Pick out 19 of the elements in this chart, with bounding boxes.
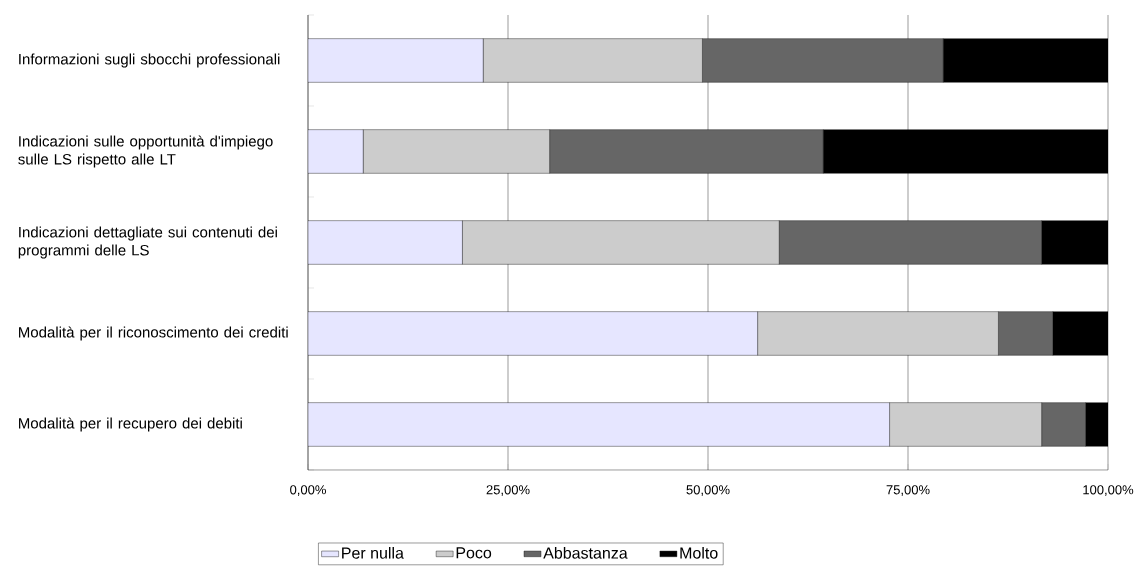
y-tick-label: Modalità per il recupero dei debiti	[19, 417, 242, 432]
bar	[308, 220, 463, 265]
x-tick-label: 100,00%	[1083, 485, 1134, 496]
bar	[308, 311, 758, 356]
legend-label: Molto	[680, 546, 718, 559]
y-tick-label: Informazioni sugli sbocchi professionali	[19, 53, 280, 68]
legend-label: Abbastanza	[543, 546, 628, 559]
x-tick-label: 0,00%	[290, 485, 326, 496]
x-tick-label: 75,00%	[886, 485, 930, 496]
bar	[308, 38, 484, 83]
bar	[308, 402, 890, 447]
bar	[308, 129, 364, 174]
legend-label: Poco	[456, 547, 492, 559]
y-tick-label: Indicazioni dettagliate sui contenuti dei programmi delle LS	[18, 226, 277, 259]
legend-label: Per nulla	[342, 546, 404, 559]
y-tick-label: Modalità per il riconoscimento dei crediti	[19, 326, 288, 341]
x-tick-label: 50,00%	[686, 485, 730, 496]
x-tick-label: 25,00%	[486, 485, 530, 496]
y-tick-label: Indicazioni sulle opportunità d'impiego sulle LS rispetto alle LT	[18, 135, 273, 168]
